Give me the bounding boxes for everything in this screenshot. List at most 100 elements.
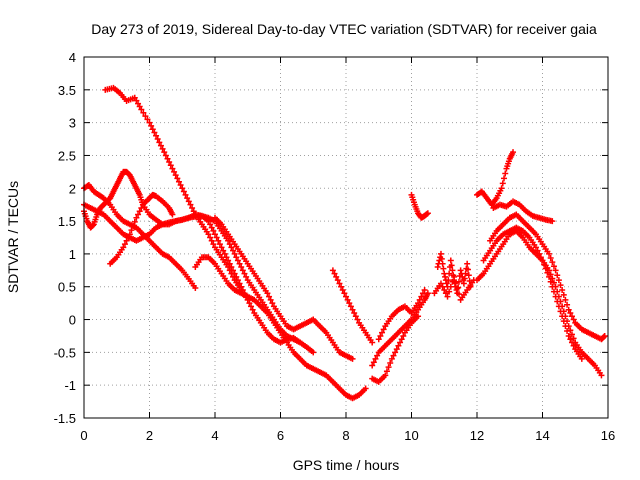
data-point <box>184 195 191 202</box>
data-point <box>266 293 273 300</box>
y-tick-label: 3.5 <box>58 83 76 98</box>
data-point <box>451 273 458 280</box>
data-point <box>449 267 456 274</box>
data-point <box>565 332 572 339</box>
data-point <box>446 288 453 295</box>
data-point <box>464 266 471 273</box>
data-point <box>138 106 145 113</box>
data-point <box>189 204 196 211</box>
data-point <box>344 296 351 303</box>
data-point <box>600 333 607 340</box>
data-point <box>241 270 248 277</box>
data-point <box>167 162 174 169</box>
series-arc11 <box>375 287 428 343</box>
data-point <box>207 234 214 241</box>
data-point <box>377 332 384 339</box>
data-point <box>439 260 446 267</box>
data-point <box>510 149 517 156</box>
data-point <box>331 270 338 277</box>
data-point <box>567 327 574 334</box>
data-point <box>559 287 566 294</box>
data-point <box>552 293 559 300</box>
data-point <box>554 298 561 305</box>
data-point <box>220 247 227 254</box>
data-point <box>397 339 404 346</box>
data-point <box>192 285 199 292</box>
data-point <box>462 270 469 277</box>
series-arc17 <box>490 198 556 225</box>
data-point <box>392 349 399 356</box>
data-point <box>125 234 132 241</box>
x-tick-label: 14 <box>535 428 549 443</box>
data-point <box>437 280 444 287</box>
y-axis-label: SDTVAR / TECUs <box>5 181 21 293</box>
data-point <box>565 306 572 313</box>
data-point <box>370 359 377 366</box>
data-point <box>346 300 353 307</box>
data-point <box>390 352 397 359</box>
data-point <box>205 218 212 225</box>
data-point <box>421 287 428 294</box>
data-point <box>434 264 441 271</box>
data-point <box>179 185 186 192</box>
data-point <box>210 241 217 248</box>
data-point <box>393 346 400 353</box>
data-point <box>233 254 240 261</box>
data-point <box>351 309 358 316</box>
data-point <box>169 211 176 218</box>
data-point <box>230 267 237 274</box>
data-point <box>249 306 256 313</box>
data-point <box>446 270 453 277</box>
data-point <box>182 191 189 198</box>
y-tick-label: -1 <box>64 378 76 393</box>
x-tick-label: 2 <box>146 428 153 443</box>
data-point <box>329 267 336 274</box>
y-tick-label: 0.5 <box>58 280 76 295</box>
data-point <box>568 331 575 338</box>
data-point <box>336 280 343 287</box>
data-point <box>419 290 426 297</box>
data-point <box>264 290 271 297</box>
series-arc12 <box>408 191 431 221</box>
data-point <box>560 291 567 298</box>
series-arc7 <box>212 214 356 362</box>
data-point <box>159 145 166 152</box>
data-point <box>546 273 553 280</box>
data-point <box>465 272 472 279</box>
data-point <box>343 293 349 300</box>
data-point <box>388 355 395 362</box>
data-point <box>234 277 241 284</box>
data-point <box>445 277 452 284</box>
data-point <box>557 308 564 315</box>
series-arc3 <box>81 181 199 292</box>
data-point <box>269 300 276 307</box>
data-point <box>550 288 557 295</box>
data-point <box>498 185 505 192</box>
data-point <box>297 339 304 346</box>
series-arc18 <box>474 149 517 208</box>
x-tick-label: 0 <box>80 428 87 443</box>
data-point <box>555 277 562 284</box>
data-point <box>441 287 448 294</box>
data-point <box>382 372 389 379</box>
data-point <box>121 241 128 248</box>
y-tick-label: -1.5 <box>54 411 76 426</box>
data-point <box>536 250 543 257</box>
data-point <box>205 231 212 238</box>
data-point <box>172 172 179 179</box>
data-point <box>338 283 345 290</box>
data-point <box>169 165 176 172</box>
x-axis-label: GPS time / hours <box>293 457 400 473</box>
data-point <box>437 250 444 257</box>
data-point <box>349 355 356 362</box>
data-point <box>564 301 571 308</box>
data-point <box>362 385 369 392</box>
data-point <box>347 303 354 310</box>
data-point <box>557 282 564 289</box>
data-point <box>568 339 575 346</box>
data-point <box>236 260 243 267</box>
data-point <box>501 175 508 182</box>
data-point <box>120 244 127 251</box>
data-point <box>216 241 223 248</box>
data-point <box>349 306 356 313</box>
